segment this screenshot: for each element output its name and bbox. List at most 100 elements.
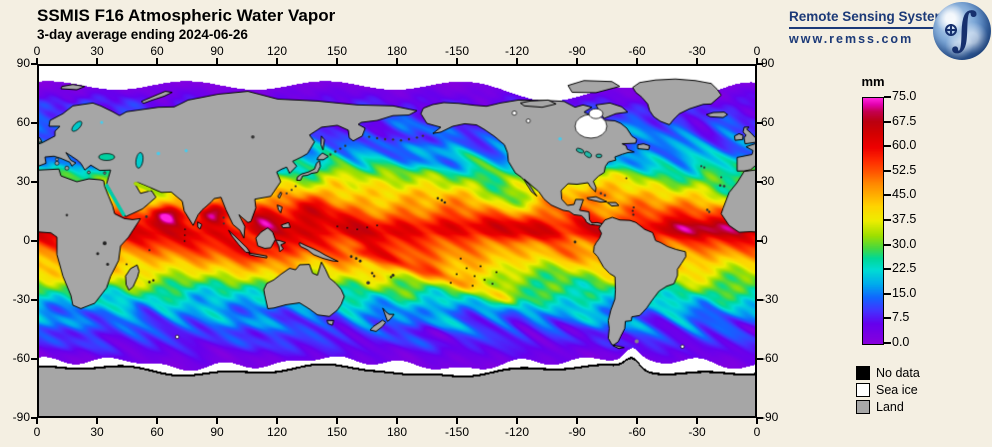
lon-tick-label-bottom: -30 <box>688 425 706 439</box>
lat-tick-label-right: -60 <box>761 351 779 365</box>
lon-tick-label-top: 150 <box>326 44 348 58</box>
lon-tick-bottom <box>336 418 338 424</box>
colorbar-unit-label: mm <box>861 74 885 89</box>
lon-tick-top <box>216 58 218 64</box>
colorbar-tick <box>884 292 891 295</box>
colorbar-tick <box>884 342 891 344</box>
colorbar-tick-label: 0.0 <box>892 335 910 349</box>
lon-tick-label-top: 60 <box>150 44 164 58</box>
lat-tick-left <box>31 299 37 301</box>
lat-tick-left <box>31 181 37 183</box>
lat-tick-right <box>757 63 763 65</box>
lon-tick-label-top: -120 <box>504 44 530 58</box>
world-map-canvas <box>39 66 755 416</box>
lon-tick-label-top: 120 <box>266 44 288 58</box>
lon-tick-top <box>456 58 458 64</box>
lat-tick-left <box>31 122 37 124</box>
lat-tick-label-right: 60 <box>761 115 775 129</box>
lat-tick-label-left: 0 <box>23 233 30 247</box>
earth-globe-icon: ∫ <box>933 2 991 60</box>
lon-tick-label-top: 90 <box>210 44 224 58</box>
colorbar-tick <box>884 317 891 320</box>
lon-tick-bottom <box>216 418 218 424</box>
lat-tick-label-right: 90 <box>761 56 775 70</box>
colorbar-tick-label: 15.0 <box>892 285 917 300</box>
lat-tick-right <box>757 122 763 124</box>
colorbar-tick <box>884 194 891 197</box>
lon-tick-top <box>696 58 698 64</box>
lon-tick-bottom <box>516 418 518 424</box>
lon-tick-label-top: -150 <box>444 44 470 58</box>
lat-tick-label-right: 30 <box>761 174 775 188</box>
colorbar-canvas <box>863 98 883 344</box>
lat-tick-label-left: 30 <box>16 174 30 188</box>
lat-tick-left <box>31 240 37 242</box>
map-legend: No data Sea ice Land <box>856 364 920 415</box>
colorbar-tick <box>884 120 891 123</box>
remss-logo-text[interactable]: Remote Sensing Systems <box>789 9 955 24</box>
colorbar-tick <box>884 169 891 172</box>
lon-tick-label-top: 30 <box>90 44 104 58</box>
lon-tick-bottom <box>276 418 278 424</box>
legend-label: Land <box>876 399 904 414</box>
lat-tick-left <box>31 358 37 360</box>
lon-tick-label-top: -30 <box>688 44 706 58</box>
legend-label: No data <box>876 365 920 380</box>
lon-tick-bottom <box>636 418 638 424</box>
map-frame <box>37 64 757 418</box>
colorbar-tick <box>884 145 891 148</box>
lat-tick-right <box>757 417 763 419</box>
lon-tick-bottom <box>156 418 158 424</box>
lon-tick-label-bottom: 150 <box>326 425 348 439</box>
lat-tick-label-left: 90 <box>16 56 30 70</box>
lon-tick-label-top: 0 <box>753 44 761 58</box>
lon-tick-top <box>276 58 278 64</box>
lon-tick-label-bottom: -90 <box>568 425 586 439</box>
lon-tick-label-bottom: 0 <box>753 425 761 439</box>
lon-tick-label-top: 180 <box>386 44 408 58</box>
lat-tick-label-left: -60 <box>12 351 30 365</box>
lon-tick-label-top: 0 <box>33 44 41 58</box>
lon-tick-bottom <box>96 418 98 424</box>
lon-tick-top <box>156 58 158 64</box>
lon-tick-top <box>756 58 758 64</box>
lat-tick-label-left: -30 <box>12 292 30 306</box>
lon-tick-label-bottom: -120 <box>504 425 530 439</box>
lon-tick-top <box>576 58 578 64</box>
legend-row: Land <box>856 398 920 415</box>
lon-tick-bottom <box>396 418 398 424</box>
colorbar-tick-label: 22.5 <box>892 261 917 276</box>
lat-tick-right <box>757 240 763 242</box>
lat-tick-label-right: -30 <box>761 292 779 306</box>
lon-tick-top <box>336 58 338 64</box>
lon-tick-bottom <box>36 418 38 424</box>
legend-swatch <box>856 365 870 380</box>
colorbar-tick <box>884 96 891 98</box>
lon-tick-bottom <box>576 418 578 424</box>
lat-tick-label-left: -90 <box>12 410 30 424</box>
lon-tick-label-top: -90 <box>568 44 586 58</box>
lon-tick-label-bottom: 0 <box>33 425 41 439</box>
lat-tick-label-right: -90 <box>761 410 779 424</box>
lon-tick-label-bottom: 120 <box>266 425 288 439</box>
colorbar-tick <box>884 243 891 246</box>
colorbar-tick-label: 60.0 <box>892 138 917 153</box>
remss-url-link[interactable]: www.remss.com <box>789 32 914 46</box>
lat-tick-right <box>757 299 763 301</box>
colorbar-tick-label: 45.0 <box>892 187 917 202</box>
colorbar-tick <box>884 219 891 221</box>
colorbar-tick-label: 30.0 <box>892 236 917 251</box>
legend-row: Sea ice <box>856 381 920 398</box>
page-title: SSMIS F16 Atmospheric Water Vapor <box>37 6 336 25</box>
legend-label: Sea ice <box>876 382 918 397</box>
lat-tick-left <box>31 63 37 65</box>
page-subtitle: 3-day average ending 2024-06-26 <box>37 27 248 42</box>
lon-tick-label-bottom: 180 <box>386 425 408 439</box>
lon-tick-top <box>636 58 638 64</box>
colorbar-tick-label: 37.5 <box>892 212 917 226</box>
lat-tick-label-left: 60 <box>16 115 30 129</box>
lon-tick-label-bottom: 30 <box>90 425 104 439</box>
lon-tick-label-bottom: -150 <box>444 425 470 439</box>
legend-swatch <box>856 399 870 414</box>
lon-tick-label-bottom: 60 <box>150 425 164 439</box>
